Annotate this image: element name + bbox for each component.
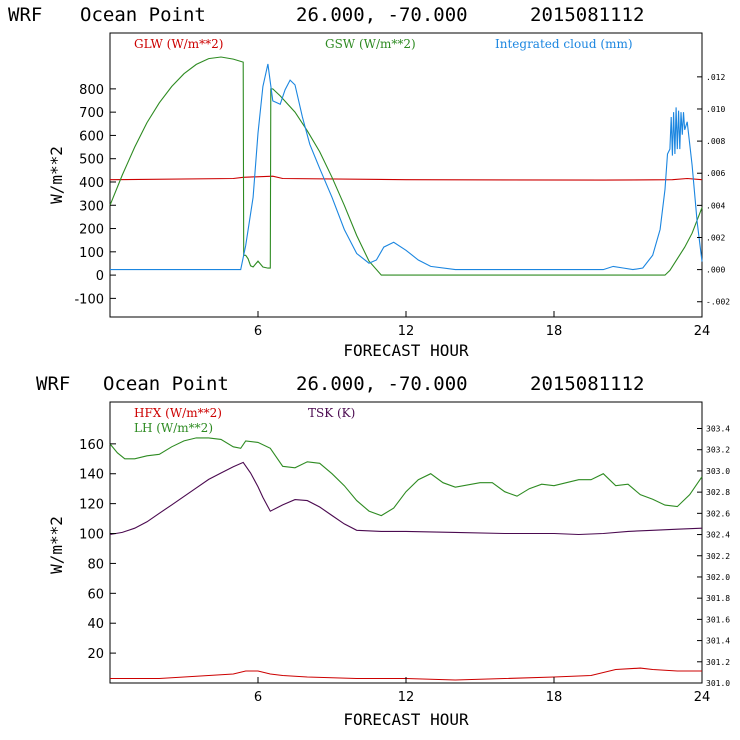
bottom-y-axis-label: W/m**2 (47, 516, 66, 574)
top-series-line-integrated (110, 63, 703, 271)
top-y-tick-label: 0 (96, 269, 104, 284)
bottom-right-tick-label: 302.8 (706, 488, 730, 497)
top-right-tick-label: .010 (706, 105, 725, 114)
bottom-right-tick-label: 302.4 (706, 531, 730, 540)
bottom-y-tick-label: 60 (87, 587, 104, 602)
bottom-right-axis: 301.0 301.2 301.4 301.6 301.8 302.0 302.2 302.4… (697, 425, 730, 688)
bottom-y-tick-label: 80 (87, 557, 104, 572)
bottom-header-date: 2015081112 (530, 373, 644, 395)
bottom-left-axis: 20 40 60 80 100 120 140 160 (79, 438, 116, 662)
top-x-axis: 6 12 18 24 (254, 311, 710, 339)
bottom-x-tick-label: 18 (546, 690, 563, 705)
top-right-tick-label: .006 (706, 169, 725, 178)
top-header-date: 2015081112 (530, 4, 644, 26)
top-legend-gsw: GSW (W/m**2) (325, 37, 416, 51)
bottom-right-tick-label: 303.2 (706, 446, 730, 455)
bottom-legend-hfx: HFX (W/m**2) (134, 406, 222, 420)
bottom-y-tick-label: 20 (87, 647, 104, 662)
bottom-legend-tsk: TSK (K) (308, 406, 355, 420)
bottom-y-tick-label: 40 (87, 617, 104, 632)
top-y-tick-label: 300 (79, 199, 104, 214)
top-legend-cloud: Integrated cloud (mm) (495, 37, 633, 51)
top-right-tick-label: .004 (706, 201, 725, 210)
bottom-right-tick-label: 303.4 (706, 425, 730, 434)
bottom-right-tick-label: 301.8 (706, 594, 730, 603)
bottom-series-line-tsk (109, 461, 703, 536)
bottom-plot-frame (109, 401, 703, 684)
top-series-line-glw (109, 175, 703, 181)
top-x-tick-label: 6 (254, 324, 262, 339)
bottom-right-tick-label: 302.6 (706, 509, 730, 518)
bottom-right-tick-label: 301.2 (706, 658, 730, 667)
top-header-coords: 26.000, -70.000 (296, 4, 468, 26)
top-right-tick-label: .012 (706, 73, 725, 82)
bottom-series-line-hfx (110, 667, 702, 681)
top-x-tick-label: 12 (398, 324, 415, 339)
bottom-right-tick-label: 301.0 (706, 679, 730, 688)
top-y-tick-label: 800 (79, 83, 104, 98)
top-x-tick-label: 24 (694, 324, 711, 339)
top-y-tick-label: -100 (74, 292, 104, 307)
bottom-header-model: WRF (36, 373, 70, 395)
bottom-series-line-lh (109, 437, 703, 517)
bottom-header-coords: 26.000, -70.000 (296, 373, 468, 395)
bottom-x-tick-label: 12 (398, 690, 415, 705)
bottom-y-tick-label: 160 (79, 438, 104, 453)
top-right-tick-label: .008 (706, 137, 725, 146)
top-header-location: Ocean Point (80, 4, 206, 26)
top-right-axis: -.002 .000 .002 .004 .006 .008 .010 .012 (697, 73, 730, 307)
bottom-legend-lh: LH (W/m**2) (134, 421, 213, 435)
top-series-layer (109, 56, 703, 276)
bottom-right-tick-label: 301.6 (706, 615, 730, 624)
bottom-y-tick-label: 140 (79, 468, 104, 483)
top-header-model: WRF (8, 4, 42, 26)
top-x-axis-label: FORECAST HOUR (343, 341, 469, 360)
top-plot-frame (109, 32, 703, 318)
top-y-tick-label: 200 (79, 223, 104, 238)
top-panel: WRF Ocean Point 26.000, -70.000 20150811… (8, 4, 730, 360)
bottom-right-tick-label: 302.2 (706, 552, 730, 561)
bottom-x-tick-label: 6 (254, 690, 262, 705)
bottom-panel: WRF Ocean Point 26.000, -70.000 20150811… (36, 373, 730, 729)
bottom-y-tick-label: 120 (79, 498, 104, 513)
bottom-y-tick-label: 100 (79, 528, 104, 543)
top-y-tick-label: 400 (79, 176, 104, 191)
top-right-tick-label: .002 (706, 233, 725, 242)
top-right-tick-label: -.002 (706, 298, 730, 307)
top-y-tick-label: 100 (79, 246, 104, 261)
top-x-tick-label: 18 (546, 324, 563, 339)
top-y-axis-label: W/m**2 (47, 146, 66, 204)
bottom-x-axis-label: FORECAST HOUR (343, 710, 469, 729)
bottom-header-location: Ocean Point (103, 373, 229, 395)
bottom-series-layer (109, 437, 703, 681)
top-series-line-gsw (109, 56, 703, 276)
top-y-tick-label: 600 (79, 129, 104, 144)
bottom-x-tick-label: 24 (694, 690, 711, 705)
top-legend-glw: GLW (W/m**2) (134, 37, 223, 51)
bottom-right-tick-label: 303.0 (706, 467, 730, 476)
top-y-tick-label: 700 (79, 106, 104, 121)
bottom-right-tick-label: 302.0 (706, 573, 730, 582)
bottom-x-axis: 6 12 18 24 (254, 677, 710, 705)
top-y-tick-label: 500 (79, 153, 104, 168)
bottom-right-tick-label: 301.4 (706, 637, 730, 646)
top-right-tick-label: .000 (706, 266, 725, 275)
top-left-axis: -100 0 100 200 300 400 500 600 700 800 (74, 83, 116, 307)
